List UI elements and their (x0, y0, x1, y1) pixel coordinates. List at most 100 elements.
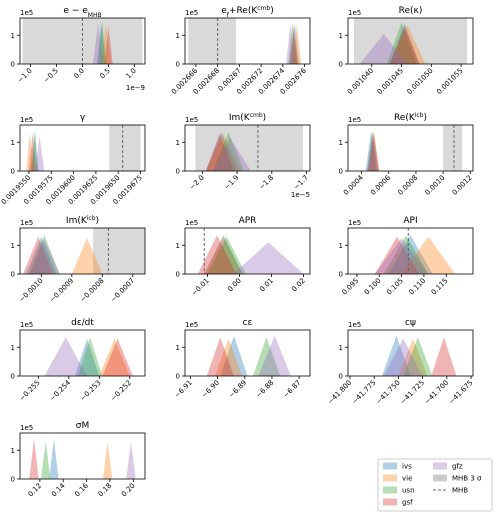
x-tick-label: 0.115 (430, 277, 450, 297)
x-tick-label: 0.01 (258, 277, 275, 294)
histogram (389, 23, 420, 64)
plot (381, 335, 457, 376)
title-part: σM (76, 421, 89, 431)
panel-title: APR (239, 216, 257, 226)
x-tick-label: 0.001050 (405, 67, 434, 96)
histogram (204, 236, 243, 274)
y-tick-label: 1 (176, 139, 180, 147)
y-tick-label: 0 (11, 61, 15, 69)
legend-patch (383, 486, 397, 494)
plot (26, 125, 141, 171)
x-tick-label: −41.750 (375, 379, 402, 406)
y-tick-label: 1 (339, 344, 343, 352)
axes-frame (184, 124, 311, 172)
x-tick-label: −0.255 (18, 379, 42, 403)
y-tick-label: 0 (176, 61, 180, 69)
mhb-span (93, 228, 145, 274)
x-tick-label: −6.88 (255, 379, 276, 400)
histogram (252, 337, 281, 376)
histogram (74, 338, 100, 376)
x-tick-label: −1.9 (223, 174, 241, 192)
x-tick-label: 0.0012 (451, 174, 474, 197)
title-part: icb (415, 112, 424, 119)
axes-frame (347, 227, 474, 275)
x-tick-label: −41.700 (423, 379, 450, 406)
title-part: ) (424, 113, 428, 123)
y-tick-label: 0 (339, 271, 343, 279)
histogram (31, 133, 39, 171)
histogram (100, 23, 112, 64)
title-part: cmb (250, 112, 263, 119)
histogram (35, 136, 45, 171)
x-tick-label: 0.00 (226, 277, 243, 294)
axes-frame (19, 329, 146, 377)
title-part: icb (87, 215, 96, 222)
histogram (233, 242, 304, 274)
mhb-span (443, 125, 463, 171)
histogram (290, 22, 300, 64)
title-part: Im(K (229, 113, 251, 123)
title-part: e (221, 6, 227, 16)
y-tick-label: 1 (176, 32, 180, 40)
axes-frame (347, 329, 474, 377)
histogram (368, 132, 380, 171)
histogram (29, 239, 60, 274)
plot (188, 18, 302, 64)
title-part: +Re(K (229, 6, 258, 16)
x-tick-label: −6.89 (227, 379, 248, 400)
y-tick-label: 1 (11, 242, 15, 250)
mhb-span (353, 18, 468, 64)
panel-title: σM (76, 421, 89, 431)
axes-frame (347, 17, 474, 65)
panel-title: cψ (405, 318, 416, 328)
plot (353, 18, 468, 64)
mhb-span (188, 18, 237, 64)
plot (365, 125, 463, 171)
histogram (289, 26, 299, 64)
histogram (212, 137, 251, 171)
legend-patch (383, 498, 397, 506)
histogram (92, 23, 104, 64)
x-tick-label: −0.254 (48, 378, 72, 402)
x-tick-label: 1.0 (124, 67, 138, 81)
x-tick-label: −1.8 (258, 174, 276, 192)
x-tick-label: 0.16 (73, 481, 90, 498)
histogram (368, 130, 380, 171)
axes-frame (184, 329, 311, 377)
histogram (44, 337, 88, 376)
plot (374, 228, 456, 274)
y-offset: 1e5 (348, 116, 361, 124)
panel-title: ef+Re(Kcmb) (221, 5, 273, 19)
plot (29, 438, 136, 479)
plot (197, 228, 304, 274)
histogram (288, 22, 297, 64)
histogram (220, 335, 248, 376)
histogram (205, 133, 234, 171)
histogram (359, 33, 408, 64)
title-part: cε (243, 318, 253, 328)
x-tick-label: −2.0 (188, 174, 206, 192)
histogram (49, 438, 59, 479)
y-tick-label: 0 (11, 271, 15, 279)
panel-title: Re(Kicb) (394, 112, 427, 124)
y-tick-label: 1 (11, 139, 15, 147)
x-tick-label: 0.02 (290, 277, 307, 294)
plot (23, 228, 145, 274)
histogram (431, 337, 457, 376)
x-tick-label: 0.0006 (369, 173, 392, 196)
histogram (29, 438, 39, 479)
legend-patch (433, 462, 447, 470)
x-tick-label: 0.0010 (424, 174, 447, 197)
panel-title: API (403, 216, 417, 226)
legend-label: MHB (452, 487, 468, 495)
histogram (258, 335, 291, 376)
title-part: e − e (63, 6, 88, 16)
histogram (398, 338, 428, 376)
y-tick-label: 0 (11, 476, 15, 484)
y-tick-label: 0 (176, 373, 180, 381)
histogram (77, 337, 103, 376)
title-part: f (227, 12, 230, 19)
histogram (381, 335, 411, 376)
panel-title: γ (80, 113, 86, 123)
